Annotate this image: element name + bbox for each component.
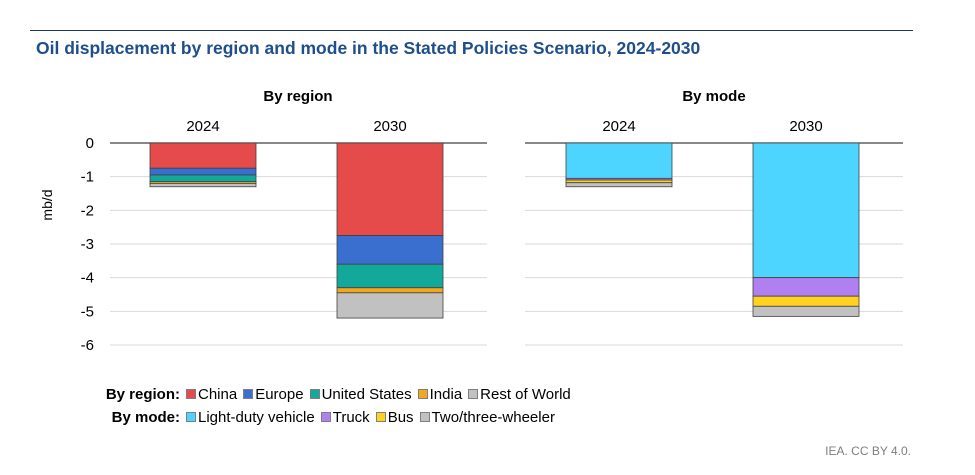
legend-label-india: India bbox=[429, 385, 463, 403]
legend-item-two-three-wheeler: Two/three-wheeler bbox=[419, 408, 555, 426]
legend-swatch-china bbox=[186, 389, 196, 399]
bar-rest-of-world-2030 bbox=[336, 292, 444, 319]
legend-label-united-states: United States bbox=[321, 385, 412, 403]
legend-label-light-duty-vehicle: Light-duty vehicle bbox=[198, 408, 315, 426]
legend-item-united-states: United States bbox=[309, 385, 412, 403]
legend-mode-row: By mode: Light-duty vehicle Truck Bus Tw… bbox=[0, 407, 561, 427]
source-note: IEA. CC BY 4.0. bbox=[825, 444, 911, 458]
chart-title: Oil displacement by region and mode in t… bbox=[36, 38, 701, 58]
bar-truck-2030 bbox=[752, 277, 860, 297]
legend-label-two-three-wheeler: Two/three-wheeler bbox=[431, 408, 555, 426]
legend-item-rest-of-world: Rest of World bbox=[468, 386, 571, 403]
bar-united-states-2030 bbox=[336, 263, 444, 289]
bar-two-three-wheeler-2030 bbox=[752, 305, 860, 317]
legend-item-truck: Truck bbox=[320, 408, 370, 426]
panel-title: By mode bbox=[682, 88, 745, 105]
bar-light-duty-vehicle-2030 bbox=[752, 142, 860, 279]
category-label: 2030 bbox=[789, 118, 822, 135]
legend-item-light-duty-vehicle: Light-duty vehicle bbox=[186, 409, 315, 426]
panel-title: By region bbox=[263, 88, 332, 105]
bar-india-2030 bbox=[336, 287, 444, 294]
bar-two-three-wheeler-2024 bbox=[565, 182, 673, 188]
legend-swatch-united-states bbox=[309, 389, 320, 399]
legend-label-rest-of-world: Rest of World bbox=[480, 385, 571, 403]
y-axis-label: mb/d bbox=[39, 189, 55, 220]
category-label: 2024 bbox=[186, 118, 219, 135]
bar-europe-2024 bbox=[149, 167, 257, 176]
y-tick-label: -5 bbox=[81, 303, 94, 320]
y-tick-label: -1 bbox=[81, 169, 94, 186]
legend-label-bus: Bus bbox=[387, 408, 414, 426]
bar-bus-2024 bbox=[565, 179, 673, 184]
legend-swatch-rest-of-world bbox=[468, 389, 479, 399]
legend-swatch-india bbox=[417, 389, 428, 399]
bar-europe-2030 bbox=[336, 235, 444, 265]
bar-china-2024 bbox=[149, 142, 257, 169]
y-tick-label: -6 bbox=[81, 337, 94, 354]
y-tick-label: 0 bbox=[86, 135, 94, 152]
legend-swatch-europe bbox=[243, 389, 254, 399]
legend-item-europe: Europe bbox=[243, 385, 304, 403]
category-label: 2030 bbox=[373, 118, 406, 135]
y-tick-label: -3 bbox=[81, 236, 94, 253]
y-tick-label: -2 bbox=[81, 202, 94, 219]
bar-united-states-2024 bbox=[149, 174, 257, 183]
legend-region-label: By region: bbox=[105, 385, 180, 403]
bar-china-2030 bbox=[336, 142, 444, 236]
legend-swatch-light-duty-vehicle bbox=[186, 412, 196, 422]
legend-region-row: By region: China Europe United States In… bbox=[0, 384, 577, 404]
legend-item-india: India bbox=[417, 385, 463, 403]
bar-bus-2030 bbox=[752, 295, 860, 307]
y-tick-label: -4 bbox=[81, 270, 94, 287]
category-label: 2024 bbox=[602, 118, 635, 135]
legend-label-truck: Truck bbox=[332, 408, 370, 426]
legend-item-china: China bbox=[186, 386, 237, 403]
legend-swatch-two-three-wheeler bbox=[419, 412, 430, 422]
bar-light-duty-vehicle-2024 bbox=[565, 142, 673, 179]
legend-swatch-truck bbox=[320, 412, 331, 422]
legend-label-china: China bbox=[198, 385, 238, 403]
bar-rest-of-world-2024 bbox=[149, 182, 257, 188]
legend-swatch-bus bbox=[375, 412, 386, 422]
legend-item-bus: Bus bbox=[375, 408, 414, 426]
top-rule bbox=[30, 30, 913, 31]
legend-label-europe: Europe bbox=[255, 385, 304, 403]
legend-mode-label: By mode: bbox=[111, 408, 180, 426]
